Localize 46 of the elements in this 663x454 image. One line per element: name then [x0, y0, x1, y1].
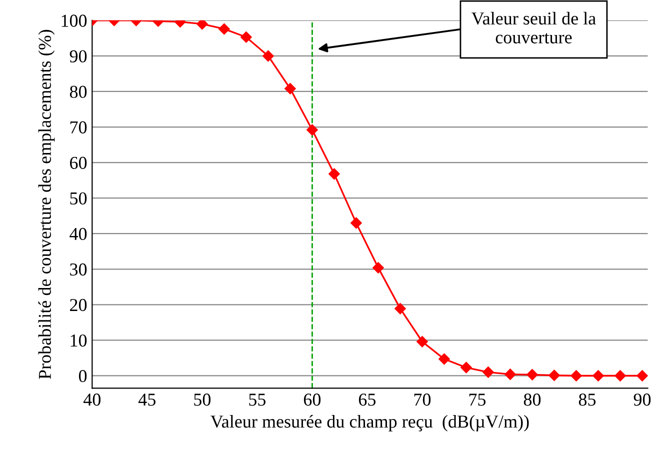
x-tick-label: 50: [194, 394, 211, 406]
y-tick-label: 50: [70, 192, 87, 205]
y-tick-label: 20: [70, 298, 87, 312]
point: [482, 366, 494, 378]
x-tick-label: 40: [83, 394, 100, 406]
y-axis-title: Probabilité de couverture des emplacements (%): [38, 30, 55, 380]
point: [328, 168, 340, 180]
x-tick-label: 85: [578, 394, 596, 406]
y-tick-label: 30: [70, 263, 87, 276]
y-tick-label: 90: [70, 50, 87, 62]
point: [394, 302, 406, 314]
point: [240, 32, 252, 43]
y-tick-label: 0: [78, 370, 87, 382]
x-tick-label: 65: [358, 394, 376, 406]
point: [196, 20, 208, 30]
x-tick-label: 70: [414, 394, 431, 406]
y-tick-label: 40: [70, 228, 87, 240]
y-tick-label: 100: [62, 14, 87, 27]
x-tick-label: 90: [634, 394, 651, 406]
x-axis-title: Valeur mesurée du champ reçu (dB(µV/m)): [210, 414, 529, 432]
x-tick-label: 45: [138, 394, 156, 406]
y-tick-label: 10: [70, 334, 87, 347]
y-tick-label: 60: [70, 156, 87, 169]
point: [460, 362, 472, 374]
point: [504, 368, 516, 380]
x-tick-label: 55: [249, 394, 266, 406]
point: [416, 336, 428, 348]
point: [592, 370, 604, 382]
x-tick-label: 80: [524, 394, 541, 406]
x-tick-label: 75: [469, 394, 486, 406]
point: [548, 370, 560, 381]
point: [350, 217, 362, 229]
y-tick-label: 70: [70, 121, 87, 134]
point: [614, 370, 626, 382]
point: [218, 23, 230, 35]
point: [262, 50, 274, 62]
annotation: Valeur seuil de la couverture: [472, 12, 596, 44]
y-tick-label: 80: [70, 86, 87, 98]
x-tick-label: 60: [304, 394, 321, 406]
point: [636, 370, 648, 382]
point: [306, 124, 318, 136]
point: [570, 370, 582, 382]
point: [372, 262, 384, 274]
point: [526, 369, 538, 380]
point: [438, 353, 450, 365]
point: [284, 83, 296, 94]
